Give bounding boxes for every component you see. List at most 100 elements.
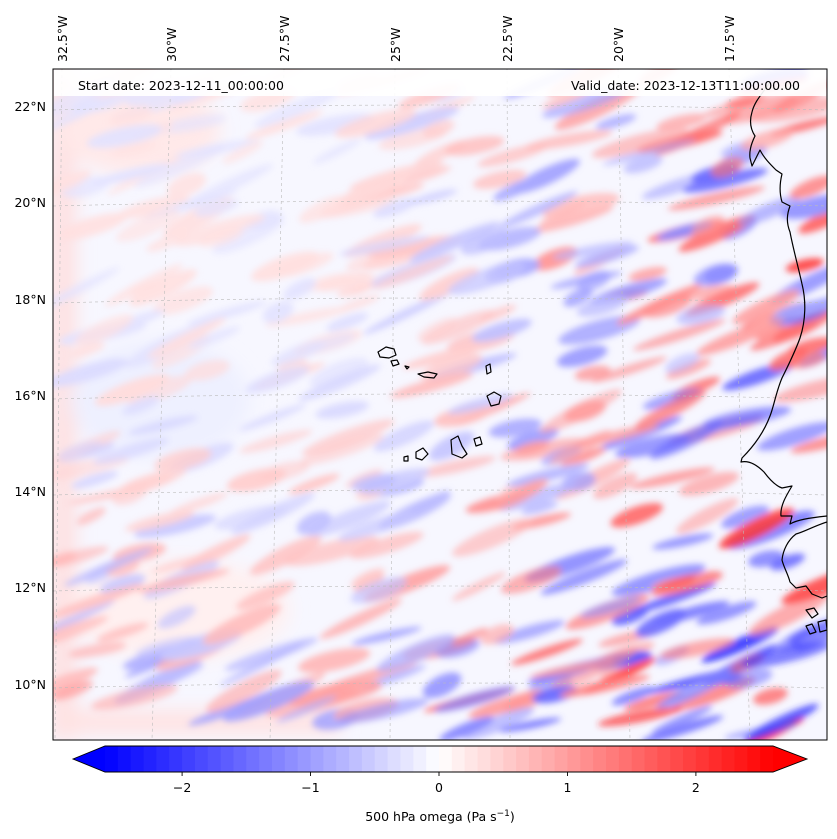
omega-streak (224, 637, 319, 671)
omega-streak (560, 447, 607, 468)
omega-streak (376, 634, 455, 672)
omega-streak (249, 535, 322, 575)
omega-streak (462, 707, 535, 740)
colorbar-cell (683, 746, 697, 772)
omega-streak (723, 93, 797, 124)
omega-streak (53, 583, 144, 618)
colorbar-cell (284, 746, 299, 772)
colorbar-label-close: ) (510, 809, 515, 824)
omega-streak (529, 659, 616, 679)
omega-streak (664, 353, 700, 374)
colorbar-cell (169, 746, 183, 772)
omega-streak (472, 169, 527, 189)
omega-streak (753, 687, 788, 705)
colorbar-cell (618, 746, 633, 772)
omega-streak (769, 347, 808, 371)
colorbar-cell (349, 746, 363, 772)
omega-streak (198, 227, 244, 248)
parallel-line (53, 682, 827, 689)
omega-streak (447, 393, 513, 415)
omega-streak (701, 627, 779, 663)
cape-verde-sao-vicente (390, 359, 400, 367)
omega-streak (574, 245, 640, 268)
colorbar-label-exp: −1 (497, 809, 510, 819)
omega-streak (53, 267, 120, 314)
omega-streak (390, 372, 474, 399)
omega-streak (350, 568, 385, 589)
omega-streak (183, 164, 273, 208)
omega-streak (642, 388, 702, 410)
omega-streak (351, 626, 422, 645)
omega-streak (499, 482, 577, 511)
colorbar-cell (413, 746, 427, 772)
omega-streak (416, 455, 496, 478)
cape-verde-fogo (415, 447, 429, 461)
meridian-line (506, 69, 511, 740)
omega-streak (251, 251, 319, 282)
omega-streak (549, 430, 612, 465)
omega-streak (743, 703, 819, 740)
omega-streak (493, 620, 565, 644)
omega-streak (319, 598, 402, 639)
omega-streak (539, 200, 587, 226)
guinea-bissau-islands (805, 607, 827, 635)
colorbar-cell (451, 746, 466, 772)
omega-streak (409, 221, 501, 262)
colorbar-cell (631, 746, 646, 772)
omega-streak (434, 404, 493, 427)
cape-verde-sao-nicolau (417, 371, 438, 379)
omega-streak (350, 576, 408, 604)
omega-streak (53, 358, 129, 387)
omega-streak (623, 691, 685, 711)
omega-streak (732, 289, 800, 325)
omega-streak (299, 434, 385, 466)
colorbar-cell (233, 746, 247, 772)
omega-streak (57, 441, 103, 462)
omega-streak (309, 357, 369, 388)
omega-streak (629, 583, 716, 615)
meridian-line (269, 69, 285, 740)
omega-streak (337, 282, 374, 298)
omega-streak (284, 536, 379, 567)
omega-streak (223, 681, 315, 722)
omega-streak (460, 228, 509, 255)
omega-streak (134, 145, 225, 188)
omega-streak (118, 195, 190, 219)
colorbar-cell (516, 746, 530, 772)
omega-streak (129, 280, 163, 294)
colorbar-cell (105, 746, 119, 772)
colorbar-cell (528, 746, 543, 772)
omega-streak (597, 706, 683, 727)
omega-streak (326, 312, 369, 332)
omega-streak (514, 440, 549, 455)
colorbar-cell (670, 746, 684, 772)
omega-streak (91, 684, 178, 710)
omega-streak (480, 624, 515, 645)
omega-streak (507, 427, 559, 450)
omega-streak (593, 472, 638, 499)
omega-streak (258, 460, 310, 482)
omega-streak (87, 124, 163, 148)
meridian-line (54, 69, 63, 740)
lat-label-16n: 16°N (14, 388, 46, 403)
colorbar-cell (272, 746, 286, 772)
omega-streak (444, 136, 505, 156)
omega-streak (655, 669, 734, 711)
colorbar-cell (374, 746, 389, 772)
omega-streak (64, 547, 154, 587)
omega-streak (789, 175, 827, 199)
omega-streak (317, 199, 396, 219)
colorbar-tick-label: 2 (692, 780, 700, 795)
omega-streak (351, 473, 396, 492)
omega-streak (781, 566, 827, 604)
lat-labels: 22°N 20°N 18°N 16°N 14°N 12°N 10°N (14, 99, 46, 692)
meridian-line (617, 69, 631, 740)
omega-streak (169, 492, 228, 515)
omega-streak (71, 471, 119, 489)
omega-streak (184, 359, 230, 381)
omega-streak (94, 374, 170, 406)
omega-streak (100, 574, 146, 594)
omega-streak (744, 312, 786, 338)
omega-streak (287, 680, 383, 707)
omega-streak (304, 333, 356, 353)
